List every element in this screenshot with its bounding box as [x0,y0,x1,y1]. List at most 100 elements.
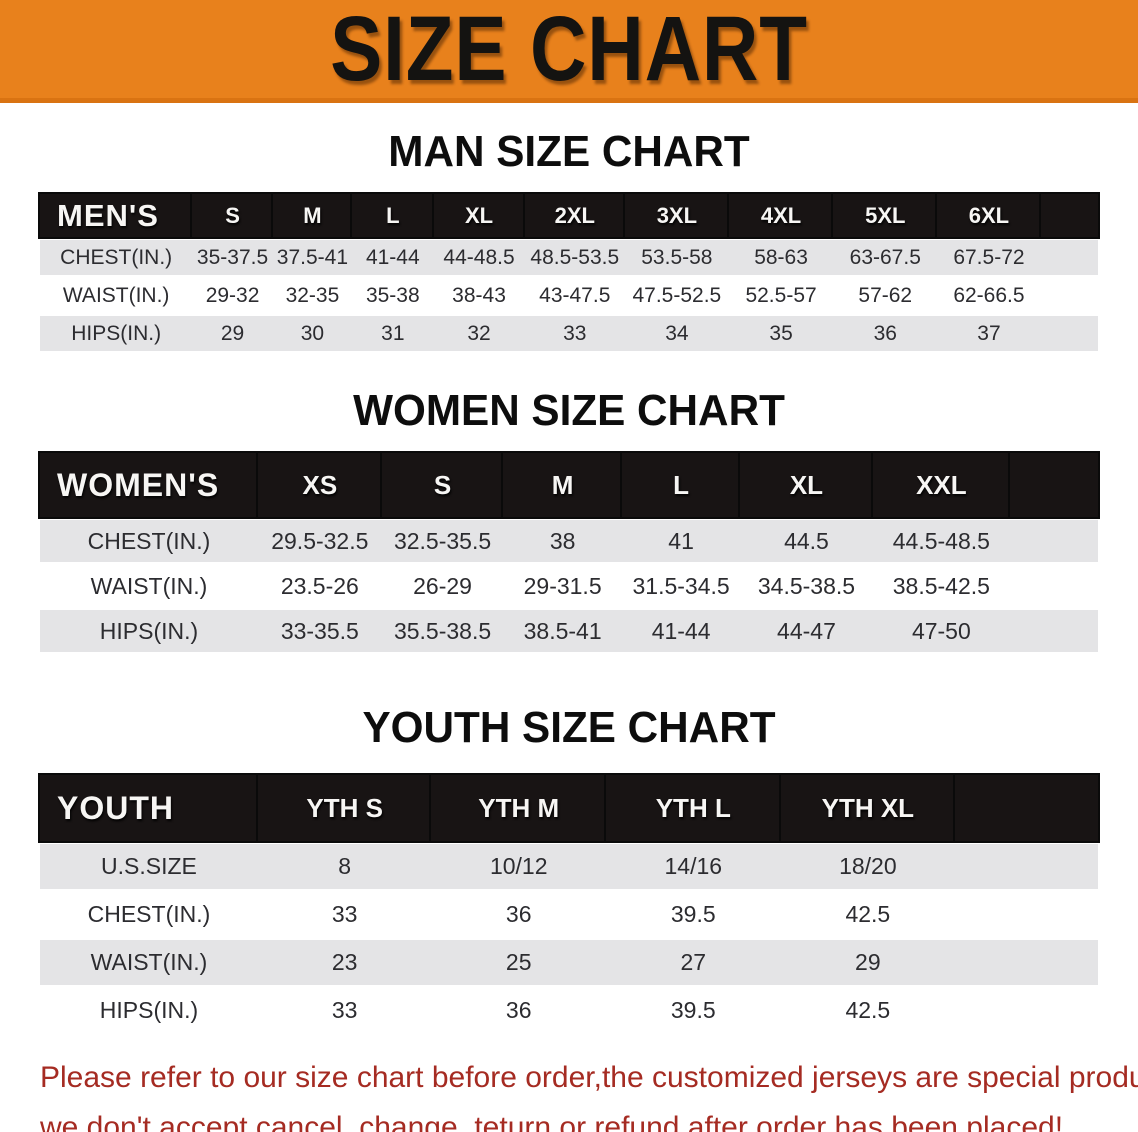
size-value-cell: 39.5 [606,988,781,1033]
measurement-row-label: WAIST(IN.) [40,565,258,607]
size-value-cell: 26-29 [381,565,504,607]
table-group-label: YOUTH [40,775,258,841]
row-filler-cell [955,988,1098,1033]
row-filler-cell [1010,520,1098,562]
size-value-cell: 10/12 [431,844,606,889]
size-value-cell: 29 [192,316,273,351]
size-value-cell: 29-31.5 [503,565,622,607]
size-value-cell: 34.5-38.5 [740,565,873,607]
size-column-header: XXL [872,453,1011,517]
size-column-header: L [352,194,434,237]
row-filler-cell [1010,565,1098,607]
size-value-cell: 27 [606,940,781,985]
size-value-cell: 38.5-41 [503,610,622,652]
measurement-row: HIPS(IN.) 33 36 39.5 42.5 [40,988,1098,1033]
size-value-cell: 42.5 [780,988,956,1033]
size-value-cell: 31.5-34.5 [621,565,741,607]
size-column-header: 2XL [524,194,626,237]
size-value-cell: 33 [524,316,626,351]
size-value-cell: 43-47.5 [524,278,626,313]
measurement-row: CHEST(IN.) 29.5-32.5 32.5-35.5 38 41 44.5 44.5… [40,520,1098,562]
size-value-cell: 38.5-42.5 [872,565,1011,607]
size-value-cell: 29-32 [192,278,273,313]
size-value-cell: 67.5-72 [937,240,1041,275]
size-value-cell: 35.5-38.5 [381,610,504,652]
size-value-cell: 23 [257,940,432,985]
page-title: SIZE CHART [330,0,808,100]
size-value-cell: 37 [937,316,1041,351]
measurement-row: CHEST(IN.) 33 36 39.5 42.5 [40,892,1098,937]
measurement-row: HIPS(IN.) 33-35.5 35.5-38.5 38.5-41 41-44 44-… [40,610,1098,652]
table-group-label: MEN'S [40,194,193,237]
size-value-cell: 44.5 [740,520,873,562]
order-policy-note: Please refer to our size chart before or… [0,1053,1138,1132]
size-value-cell: 35-37.5 [192,240,273,275]
size-column-header: 6XL [937,194,1041,237]
size-value-cell: 42.5 [780,892,956,937]
measurement-row-label: CHEST(IN.) [40,892,258,937]
size-column-header: S [192,194,273,237]
section-women: WOMEN SIZE CHART WOMEN'S XS S M L XL XXL CHEST(… [0,388,1138,655]
size-value-cell: 58-63 [728,240,834,275]
size-value-cell: 36 [833,316,938,351]
youth-size-table: YOUTH YTH S YTH M YTH L YTH XL U.S.SIZE 8 10/12… [40,772,1098,1036]
size-value-cell: 36 [431,892,606,937]
row-filler-cell [1040,278,1098,313]
size-value-cell: 44-48.5 [433,240,525,275]
row-filler-cell [955,844,1098,889]
size-value-cell: 33 [257,988,432,1033]
women-size-table: WOMEN'S XS S M L XL XXL CHEST(IN.) 29.5-32.5 32.5… [40,450,1098,655]
size-value-cell: 63-67.5 [833,240,938,275]
men-section-heading: MAN SIZE CHART [388,127,750,176]
size-value-cell: 44-47 [740,610,873,652]
size-column-header: M [272,194,353,237]
size-value-cell: 41 [621,520,741,562]
size-column-header: 3XL [625,194,729,237]
header-filler-cell [1040,194,1098,237]
size-header-row: MEN'S S M L XL 2XL 3XL 4XL 5XL 6XL [40,194,1098,237]
size-column-header: YTH L [606,775,781,841]
row-filler-cell [955,892,1098,937]
measurement-row: WAIST(IN.) 23 25 27 29 [40,940,1098,985]
size-value-cell: 32.5-35.5 [381,520,504,562]
measurement-row-label: HIPS(IN.) [40,988,258,1033]
section-youth: YOUTH SIZE CHART YOUTH YTH S YTH M YTH L YTH… [0,705,1138,1036]
measurement-row: WAIST(IN.) 29-32 32-35 35-38 38-43 43-47.5 47.… [40,278,1098,313]
measurement-row: HIPS(IN.) 29 30 31 32 33 34 35 36 37 [40,316,1098,351]
size-value-cell: 18/20 [780,844,956,889]
row-filler-cell [1040,240,1098,275]
youth-section-heading: YOUTH SIZE CHART [362,703,776,752]
size-value-cell: 41-44 [621,610,741,652]
size-value-cell: 23.5-26 [257,565,382,607]
size-value-cell: 29 [780,940,956,985]
size-value-cell: 62-66.5 [937,278,1041,313]
size-value-cell: 35-38 [352,278,434,313]
table-group-label: WOMEN'S [40,453,258,517]
size-value-cell: 33-35.5 [257,610,382,652]
measurement-row-label: HIPS(IN.) [40,610,258,652]
measurement-row-label: CHEST(IN.) [40,520,258,562]
size-value-cell: 31 [352,316,434,351]
size-value-cell: 44.5-48.5 [872,520,1011,562]
size-value-cell: 47-50 [872,610,1011,652]
banner: SIZE CHART [0,0,1138,103]
size-value-cell: 48.5-53.5 [524,240,626,275]
size-column-header: YTH M [431,775,606,841]
size-value-cell: 25 [431,940,606,985]
measurement-row-label: CHEST(IN.) [40,240,193,275]
size-value-cell: 34 [625,316,729,351]
size-value-cell: 41-44 [352,240,434,275]
section-men: MAN SIZE CHART MEN'S S M L XL 2XL 3XL 4XL 5XL 6XL… [0,129,1138,354]
size-value-cell: 39.5 [606,892,781,937]
size-value-cell: 33 [257,892,432,937]
men-size-table: MEN'S S M L XL 2XL 3XL 4XL 5XL 6XL CHEST(IN.) 35-37… [40,191,1098,354]
measurement-row-label: U.S.SIZE [40,844,258,889]
size-value-cell: 32 [433,316,525,351]
size-value-cell: 35 [728,316,834,351]
size-value-cell: 30 [272,316,353,351]
measurement-row: U.S.SIZE 8 10/12 14/16 18/20 [40,844,1098,889]
size-value-cell: 14/16 [606,844,781,889]
size-column-header: 5XL [833,194,938,237]
size-value-cell: 8 [257,844,432,889]
